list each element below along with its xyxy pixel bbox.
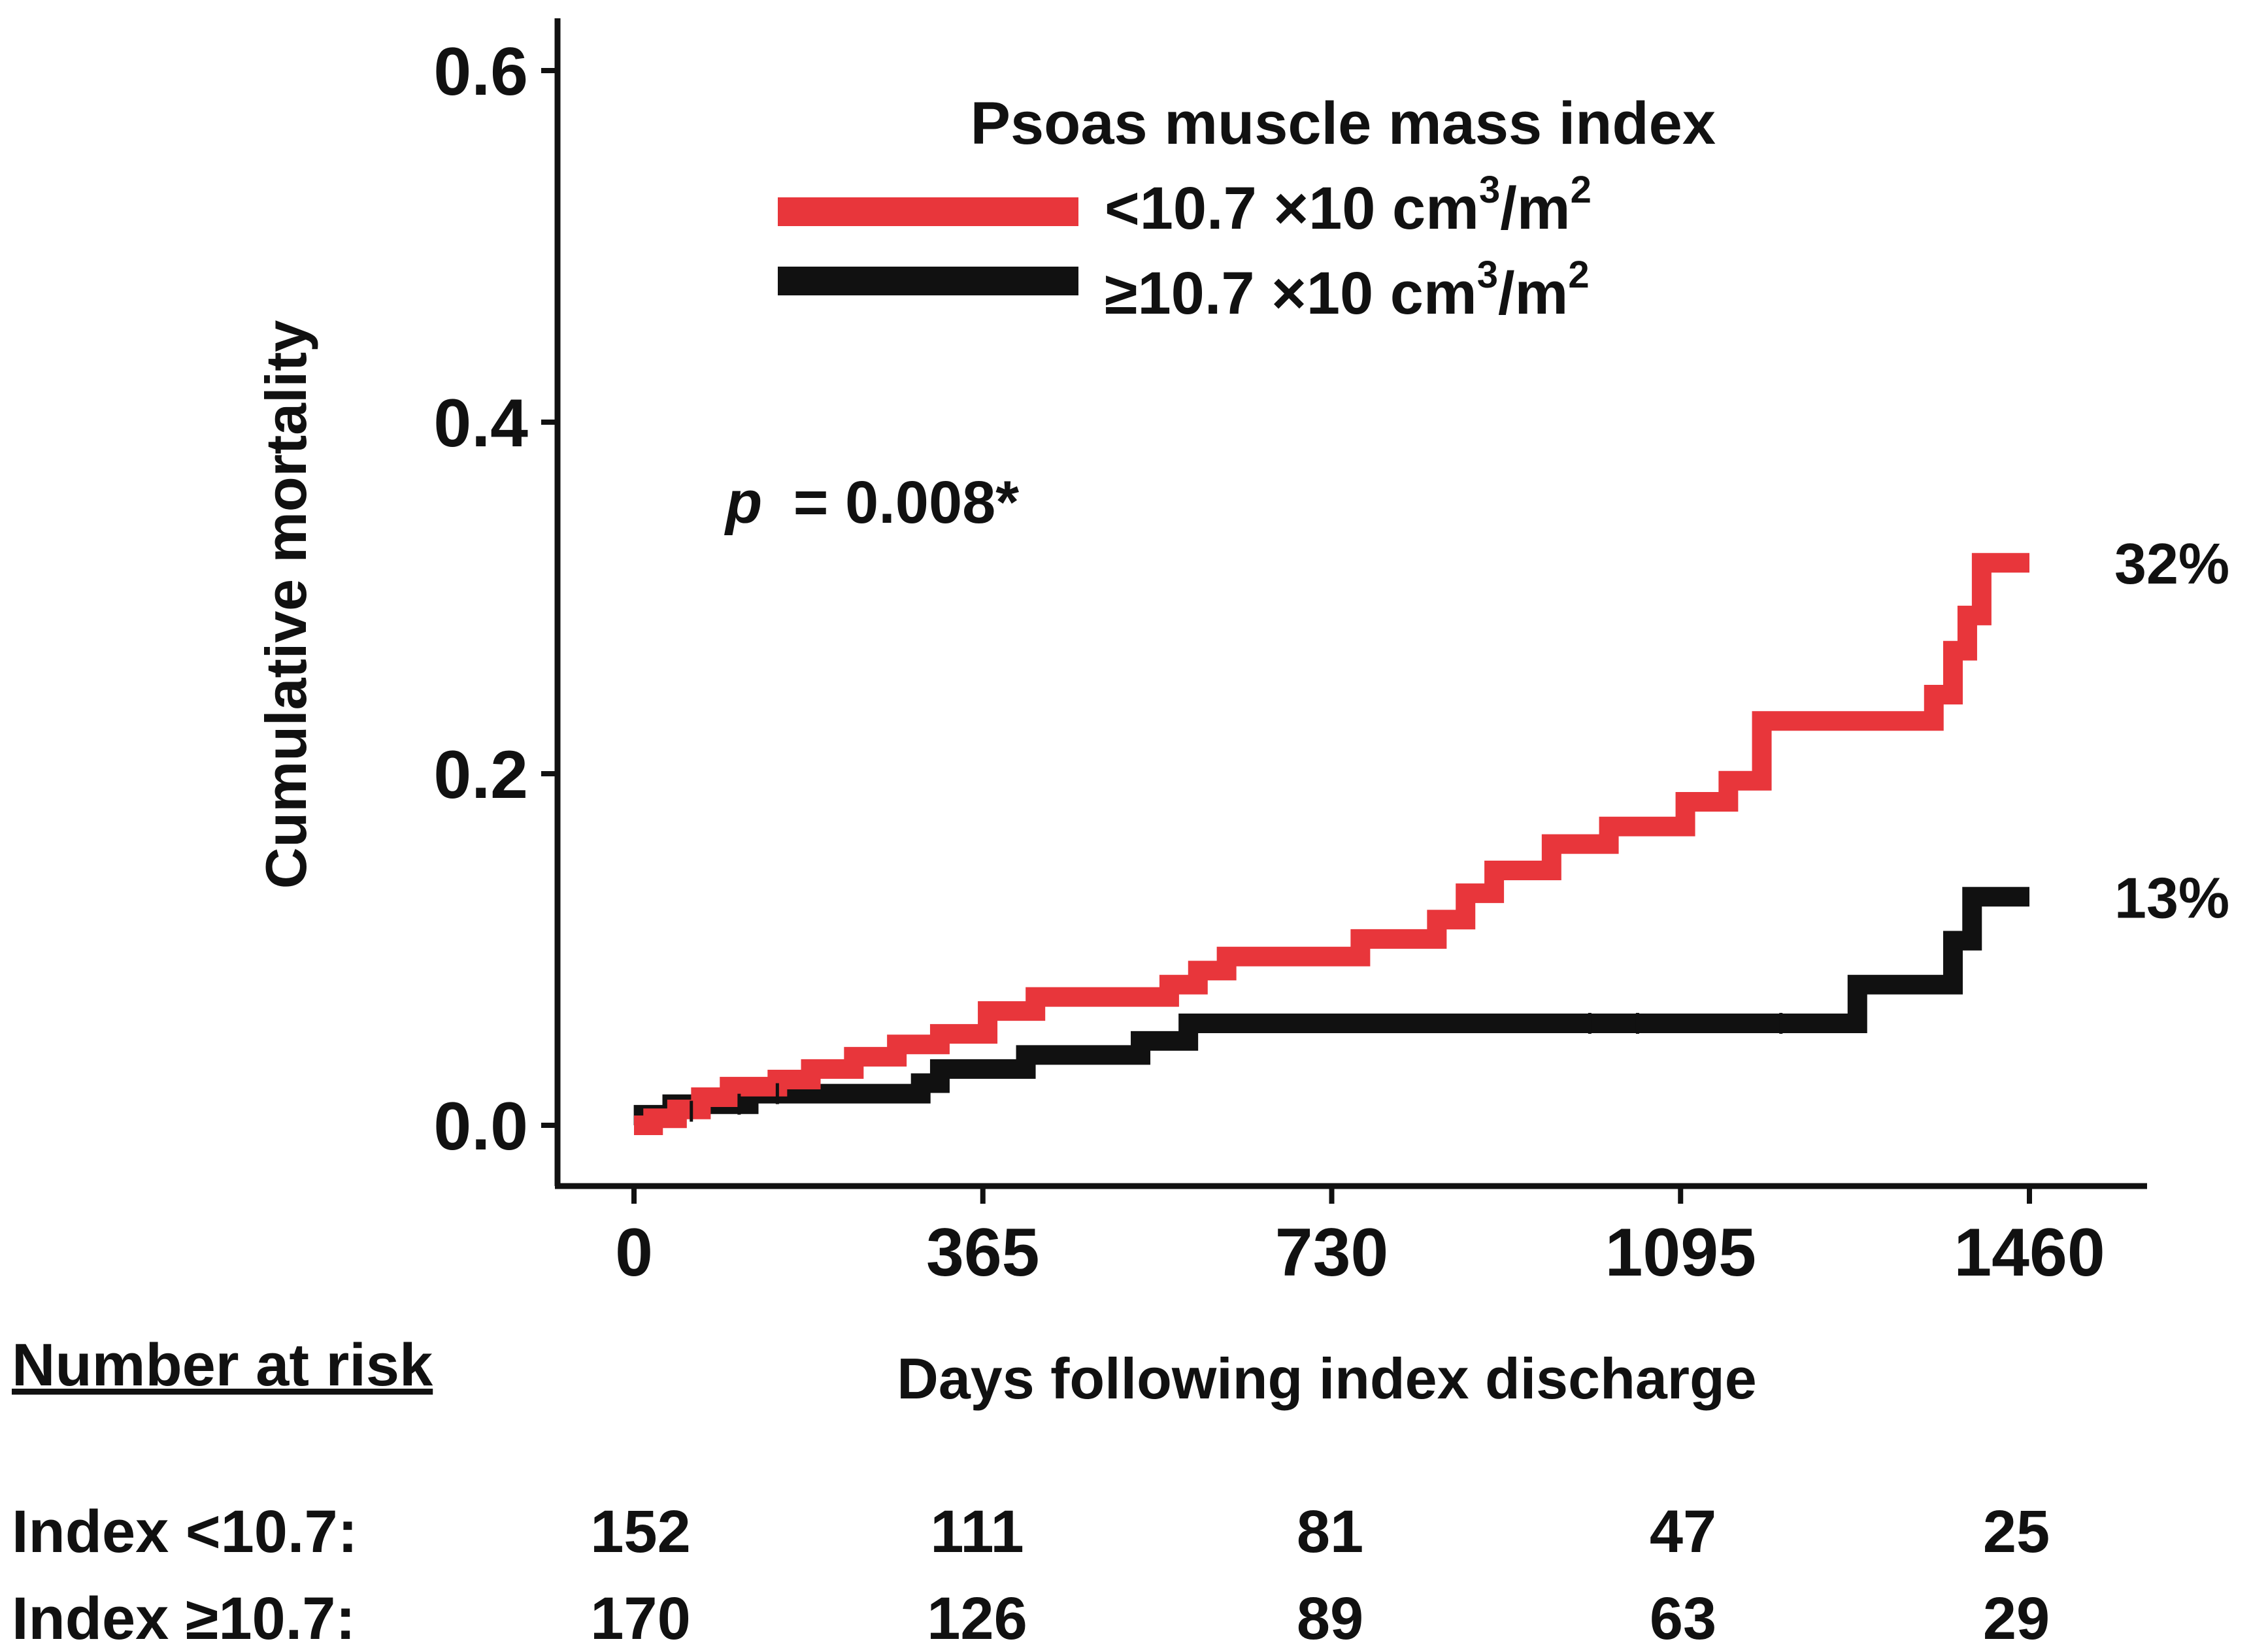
legend-label-low: <10.7 ×10 cm3/m2	[1105, 169, 1592, 242]
legend-low-sup: 3	[1479, 169, 1500, 211]
end-label-high_index: 13%	[2114, 865, 2229, 930]
legend-label-high: ≥10.7 ×10 cm3/m2	[1105, 254, 1590, 327]
legend-high-sup2: 2	[1568, 254, 1589, 296]
p-value-symbol: p	[724, 469, 762, 536]
legend-swatch-low	[778, 197, 1078, 226]
y-axis-title: Cumulative mortality	[254, 320, 318, 889]
risk-value: 152	[590, 1498, 691, 1565]
risk-values: 152 111 81 47 25 170 126 89 63 29	[590, 1498, 2050, 1652]
risk-value: 126	[927, 1585, 1027, 1652]
p-value: p = 0.008*	[724, 469, 1019, 536]
risk-value: 111	[930, 1498, 1024, 1565]
risk-value: 81	[1297, 1498, 1363, 1565]
risk-row-label-low: Index <10.7:	[12, 1498, 358, 1565]
x-axis-title: Days following index discharge	[897, 1346, 1756, 1411]
axis-ticks	[541, 68, 2032, 1204]
p-value-text: = 0.008*	[793, 469, 1020, 536]
end-labels: 13% 32%	[2114, 531, 2229, 930]
end-label-low_index: 32%	[2114, 531, 2229, 596]
x-tick-label: 0	[615, 1215, 653, 1291]
legend-low-main: <10.7 ×10 cm	[1105, 175, 1479, 242]
risk-table-title: Number at risk	[12, 1332, 433, 1398]
x-tick-label: 730	[1275, 1215, 1389, 1291]
legend-title: Psoas muscle mass index	[971, 90, 1716, 157]
legend: Psoas muscle mass index <10.7 ×10 cm3/m2…	[778, 90, 1716, 327]
curve-high_index	[633, 887, 2029, 1135]
x-tick-labels: 0 365 730 1095 1460	[615, 1215, 2105, 1291]
y-tick-label: 0.0	[433, 1089, 528, 1165]
risk-value: 89	[1297, 1585, 1363, 1652]
risk-value: 63	[1650, 1585, 1716, 1652]
risk-value: 25	[1983, 1498, 2050, 1565]
legend-low-sup2: 2	[1571, 169, 1592, 211]
x-tick-label: 1095	[1605, 1215, 1756, 1291]
y-tick-label: 0.4	[433, 386, 528, 461]
risk-value: 170	[590, 1585, 691, 1652]
risk-value: 29	[1983, 1585, 2050, 1652]
curve-low_index	[634, 553, 2029, 1135]
y-tick-label: 0.6	[433, 34, 528, 110]
risk-value: 47	[1650, 1498, 1716, 1565]
y-tick-labels: 0.0 0.2 0.4 0.6	[433, 34, 528, 1165]
y-tick-label: 0.2	[433, 737, 528, 813]
legend-high-sup: 3	[1477, 254, 1498, 296]
legend-low-mid: /m	[1500, 175, 1570, 242]
risk-table: Number at risk Index <10.7: Index ≥10.7:…	[12, 1332, 2050, 1652]
risk-row-label-high: Index ≥10.7:	[12, 1585, 356, 1652]
survival-curves	[633, 553, 2029, 1135]
x-tick-label: 1460	[1954, 1215, 2105, 1291]
legend-high-main: ≥10.7 ×10 cm	[1105, 260, 1477, 327]
legend-swatch-high	[778, 267, 1078, 295]
legend-high-mid: /m	[1498, 260, 1568, 327]
x-tick-label: 365	[926, 1215, 1040, 1291]
